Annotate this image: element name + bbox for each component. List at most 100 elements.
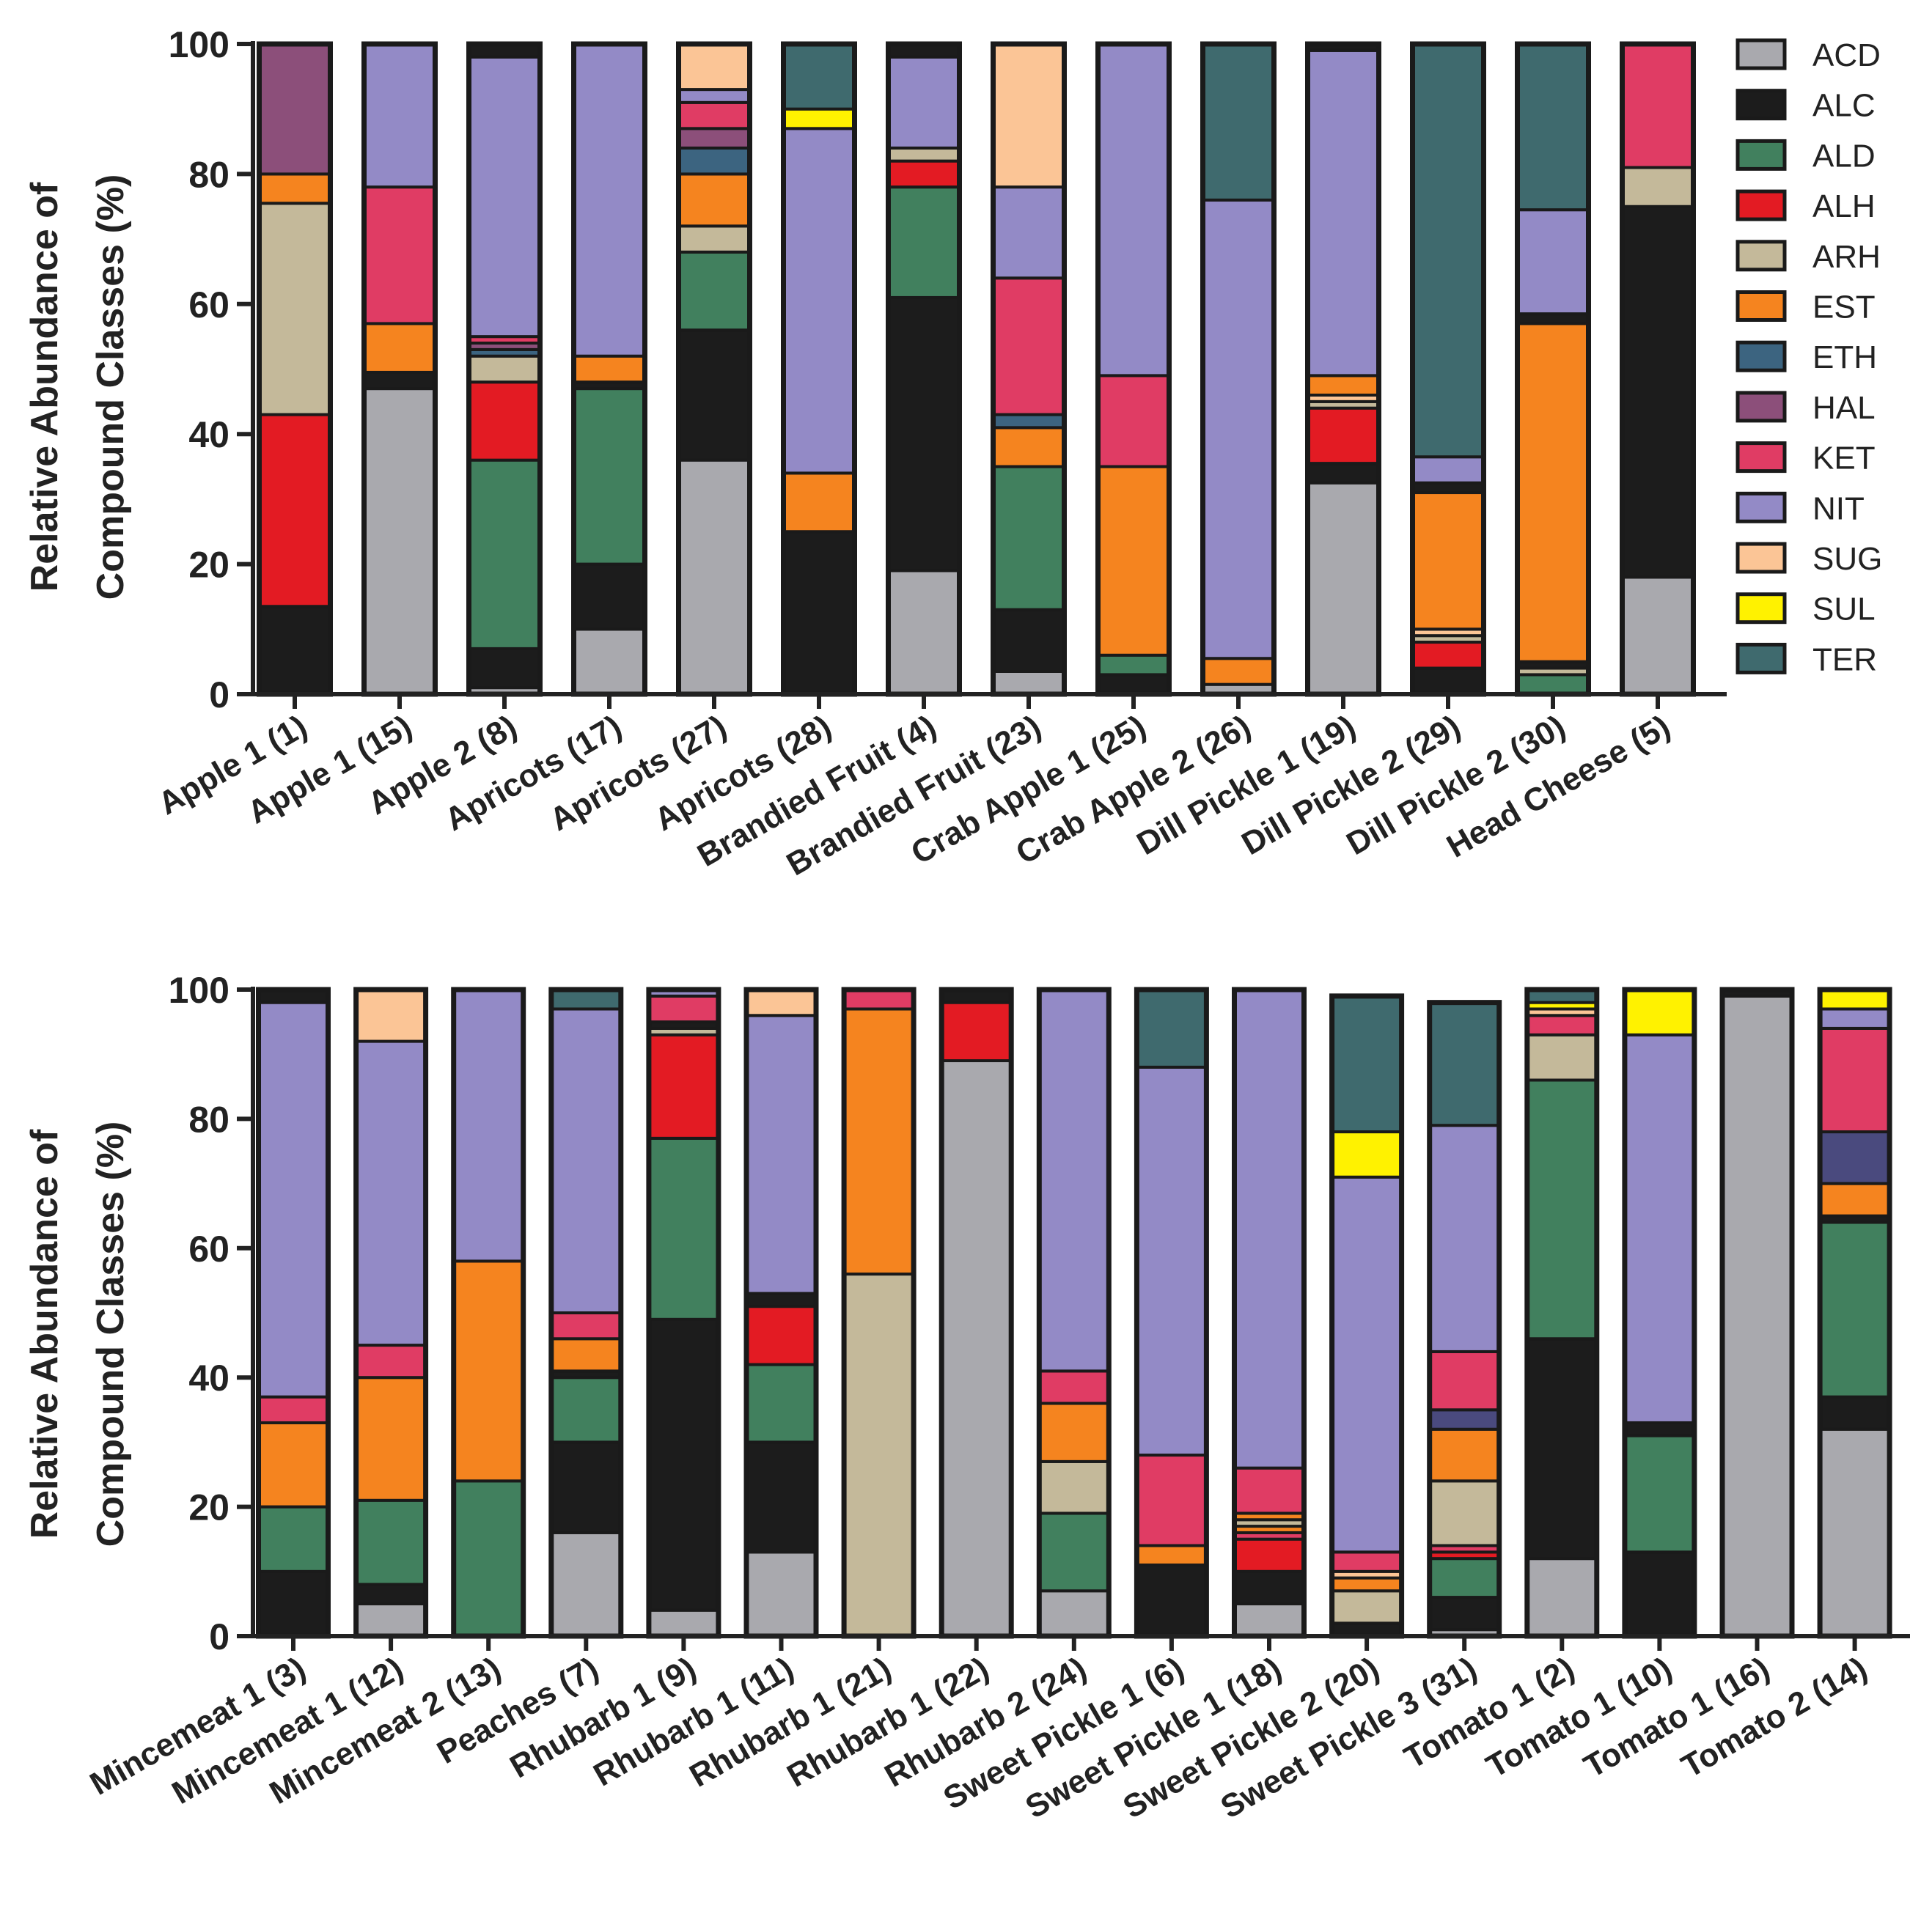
bar-segment-alh bbox=[1233, 1537, 1306, 1573]
bar-segment-alc bbox=[991, 608, 1066, 673]
legend-item-hal: HAL bbox=[1736, 390, 1876, 426]
top-bar-11 bbox=[1410, 41, 1486, 697]
bar-segment-alc bbox=[1306, 462, 1381, 485]
bar-segment-nit bbox=[257, 1001, 330, 1399]
bar-segment-eth bbox=[677, 146, 752, 176]
bar-segment-nit bbox=[1818, 1007, 1892, 1030]
top-bar-7 bbox=[991, 41, 1067, 697]
bar-segment-acd bbox=[1721, 994, 1793, 1638]
bottom-y-axis-label-line2: Compound Classes (%) bbox=[89, 1122, 132, 1547]
legend-label: ALD bbox=[1812, 138, 1876, 174]
top-bar-3 bbox=[571, 41, 647, 697]
bar-segment-alc bbox=[1623, 1550, 1696, 1638]
legend-swatch bbox=[1736, 139, 1787, 171]
top-panel: Relative Abundance of Compound Classes (… bbox=[23, 24, 1727, 883]
bar-segment-ter bbox=[1330, 994, 1403, 1134]
bar-segment-arh bbox=[1330, 1589, 1403, 1625]
bar-segment-est bbox=[677, 172, 752, 228]
legend-swatch bbox=[1736, 89, 1787, 121]
bottom-bar-14 bbox=[1622, 987, 1697, 1639]
legend-label: TER bbox=[1812, 641, 1877, 677]
legend-label: ACD bbox=[1812, 37, 1881, 73]
bar-segment-ald bbox=[257, 1505, 330, 1573]
bar-segment-alc bbox=[549, 1440, 622, 1534]
bottom-bars bbox=[256, 987, 1892, 1639]
legend-item-acd: ACD bbox=[1736, 37, 1881, 73]
bar-segment-ket bbox=[257, 1395, 330, 1424]
top-bar-10 bbox=[1305, 41, 1381, 697]
bottom-y-axis-ticks: 0 20 40 60 80 100 bbox=[169, 970, 253, 1657]
bar-segment-alc bbox=[467, 647, 542, 690]
bar-segment-nit bbox=[452, 988, 525, 1263]
bar-segment-nit bbox=[362, 43, 437, 189]
bar-segment-alc bbox=[1233, 1569, 1306, 1605]
bar-segment-alc bbox=[677, 328, 752, 462]
bar-segment-ald bbox=[354, 1498, 427, 1586]
bar-segment-ket bbox=[1525, 1014, 1598, 1036]
bar-segment-acd bbox=[1037, 1589, 1111, 1638]
bar-segment-alc bbox=[572, 562, 647, 631]
bar-segment-ald bbox=[572, 387, 647, 566]
bar-segment-nit bbox=[467, 55, 542, 339]
bar-segment-ald bbox=[745, 1363, 818, 1444]
bar-segment-ald bbox=[452, 1479, 525, 1638]
bar-segment-acd bbox=[886, 569, 961, 696]
top-bar-6 bbox=[886, 41, 962, 697]
bottom-bar-10 bbox=[1232, 987, 1307, 1639]
legend-swatch bbox=[1736, 340, 1787, 372]
bar-segment-ket bbox=[362, 185, 437, 325]
bottom-panel: Relative Abundance of Compound Classes (… bbox=[23, 970, 1910, 1826]
legend-label: KET bbox=[1812, 441, 1876, 476]
bar-segment-ket bbox=[842, 988, 916, 1011]
bar-segment-est bbox=[782, 471, 856, 534]
top-category-label: Apricots (27) bbox=[544, 708, 732, 838]
bar-segment-sug bbox=[354, 988, 427, 1043]
bar-segment-alc bbox=[362, 370, 437, 391]
bar-segment-nit bbox=[1411, 455, 1485, 485]
top-bar-4 bbox=[676, 41, 752, 697]
bar-segment-ald bbox=[1037, 1512, 1111, 1593]
bar-segment-ald bbox=[549, 1376, 622, 1444]
bar-segment-ald bbox=[1096, 653, 1171, 677]
bottom-category-labels: Mincemeat 1 (3)Mincemeat 1 (12)Mincemeat… bbox=[84, 1650, 1873, 1825]
top-bar-8 bbox=[1095, 41, 1172, 697]
bar-segment-acd bbox=[1818, 1427, 1892, 1638]
bar-segment-nit bbox=[1330, 1175, 1403, 1554]
bar-segment-nit bbox=[1135, 1065, 1208, 1457]
bottom-bar-4 bbox=[646, 987, 721, 1639]
bar-segment-acd bbox=[1233, 1602, 1306, 1638]
bar-segment-hal bbox=[677, 127, 752, 150]
bar-segment-ter bbox=[549, 988, 622, 1011]
bar-segment-acd bbox=[1620, 575, 1695, 696]
bar-segment-nit bbox=[1037, 988, 1111, 1373]
bar-segment-ket bbox=[1428, 1350, 1501, 1412]
legend-swatch bbox=[1736, 38, 1787, 70]
bottom-ytick-label: 80 bbox=[188, 1099, 229, 1140]
bar-segment-nit bbox=[354, 1039, 427, 1347]
legend-swatch bbox=[1736, 642, 1787, 674]
top-y-axis-label-line1: Relative Abundance of bbox=[23, 182, 66, 592]
bar-segment-est bbox=[991, 426, 1066, 468]
bottom-bar-15 bbox=[1719, 987, 1795, 1639]
legend-swatch bbox=[1736, 189, 1787, 221]
bar-segment-acd bbox=[677, 458, 752, 696]
bar-segment-est bbox=[362, 322, 437, 374]
bottom-bar-12 bbox=[1427, 1000, 1502, 1639]
bar-segment-alh bbox=[940, 1001, 1013, 1063]
bottom-ytick-label: 100 bbox=[169, 970, 229, 1011]
legend: ACD ALC ALD ALH ARH EST ETH HAL KET NIT SUG SUL TER bbox=[1736, 37, 1882, 677]
bar-segment-alc bbox=[1428, 1596, 1501, 1632]
bar-segment-ket bbox=[1037, 1369, 1111, 1405]
top-bars bbox=[257, 41, 1696, 697]
bar-segment-alc bbox=[745, 1292, 818, 1308]
bar-segment-ket bbox=[354, 1344, 427, 1380]
bar-segment-est bbox=[1135, 1544, 1208, 1566]
bar-segment-arh bbox=[677, 224, 752, 254]
top-ytick-label: 60 bbox=[188, 284, 229, 325]
top-ytick-label: 80 bbox=[188, 154, 229, 195]
bar-segment-sug bbox=[991, 43, 1066, 189]
bar-segment-ter bbox=[1411, 43, 1485, 459]
bar-segment-alc bbox=[257, 605, 332, 696]
bar-segment-ald bbox=[677, 250, 752, 332]
